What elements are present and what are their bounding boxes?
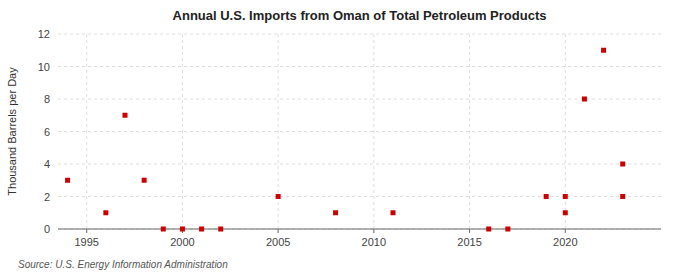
point: [620, 194, 625, 199]
point: [582, 97, 587, 102]
point: [161, 227, 166, 232]
x-tick-label: 2000: [170, 236, 194, 248]
point: [505, 227, 510, 232]
point: [142, 178, 147, 183]
point: [333, 210, 338, 215]
y-grid-line: [58, 99, 661, 100]
y-tick-label: 4: [44, 158, 50, 170]
x-tick: [373, 229, 374, 233]
title: Annual U.S. Imports from Oman of Total P…: [173, 8, 547, 23]
grid: [58, 34, 661, 229]
point: [391, 210, 396, 215]
x-tick-label: 2005: [266, 236, 290, 248]
points: [65, 48, 625, 232]
x-tick: [278, 229, 279, 233]
point: [65, 178, 70, 183]
x-grid-line: [182, 34, 183, 229]
x-tick: [86, 229, 87, 233]
point: [199, 227, 204, 232]
x-tick-label: 1995: [74, 236, 98, 248]
x-grid-line: [565, 34, 566, 229]
y-grid-line: [58, 34, 661, 35]
axes: 0 2 4 6 8 10 12 1995 2000 2005 2010 2015 2020: [38, 28, 661, 248]
point: [620, 162, 625, 167]
x-grid-line: [373, 34, 374, 229]
y-grid-line: [58, 164, 661, 165]
x-tick: [469, 229, 470, 233]
point: [123, 113, 128, 118]
x-tick-label: 2020: [553, 236, 577, 248]
y-tick-label: 6: [44, 126, 50, 138]
x-grid-line: [86, 34, 87, 229]
x-axis-line: [58, 229, 661, 230]
point: [103, 210, 108, 215]
x-tick-label: 2015: [457, 236, 481, 248]
x-tick: [565, 229, 566, 233]
point: [563, 194, 568, 199]
point: [486, 227, 491, 232]
y-tick-label: 2: [44, 191, 50, 203]
chart-container: Annual U.S. Imports from Oman of Total P…: [0, 0, 675, 275]
point: [601, 48, 606, 53]
point: [218, 227, 223, 232]
x-grid-line: [469, 34, 470, 229]
x-grid-line: [278, 34, 279, 229]
point: [276, 194, 281, 199]
y-grid-line: [58, 196, 661, 197]
point: [563, 210, 568, 215]
y-grid-line: [58, 131, 661, 132]
y-axis-label: Thousand Barrels per Day: [6, 67, 18, 196]
point: [544, 194, 549, 199]
point: [180, 227, 185, 232]
y-tick-label: 8: [44, 93, 50, 105]
y-grid-line: [58, 66, 661, 67]
x-tick-label: 2010: [362, 236, 386, 248]
chart-svg: Annual U.S. Imports from Oman of Total P…: [0, 0, 675, 275]
y-grid-line: [58, 229, 661, 230]
y-tick-label: 0: [44, 223, 50, 235]
source-note: Source: U.S. Energy Information Administ…: [18, 259, 228, 270]
y-tick-label: 10: [38, 61, 50, 73]
y-tick-label: 12: [38, 28, 50, 40]
